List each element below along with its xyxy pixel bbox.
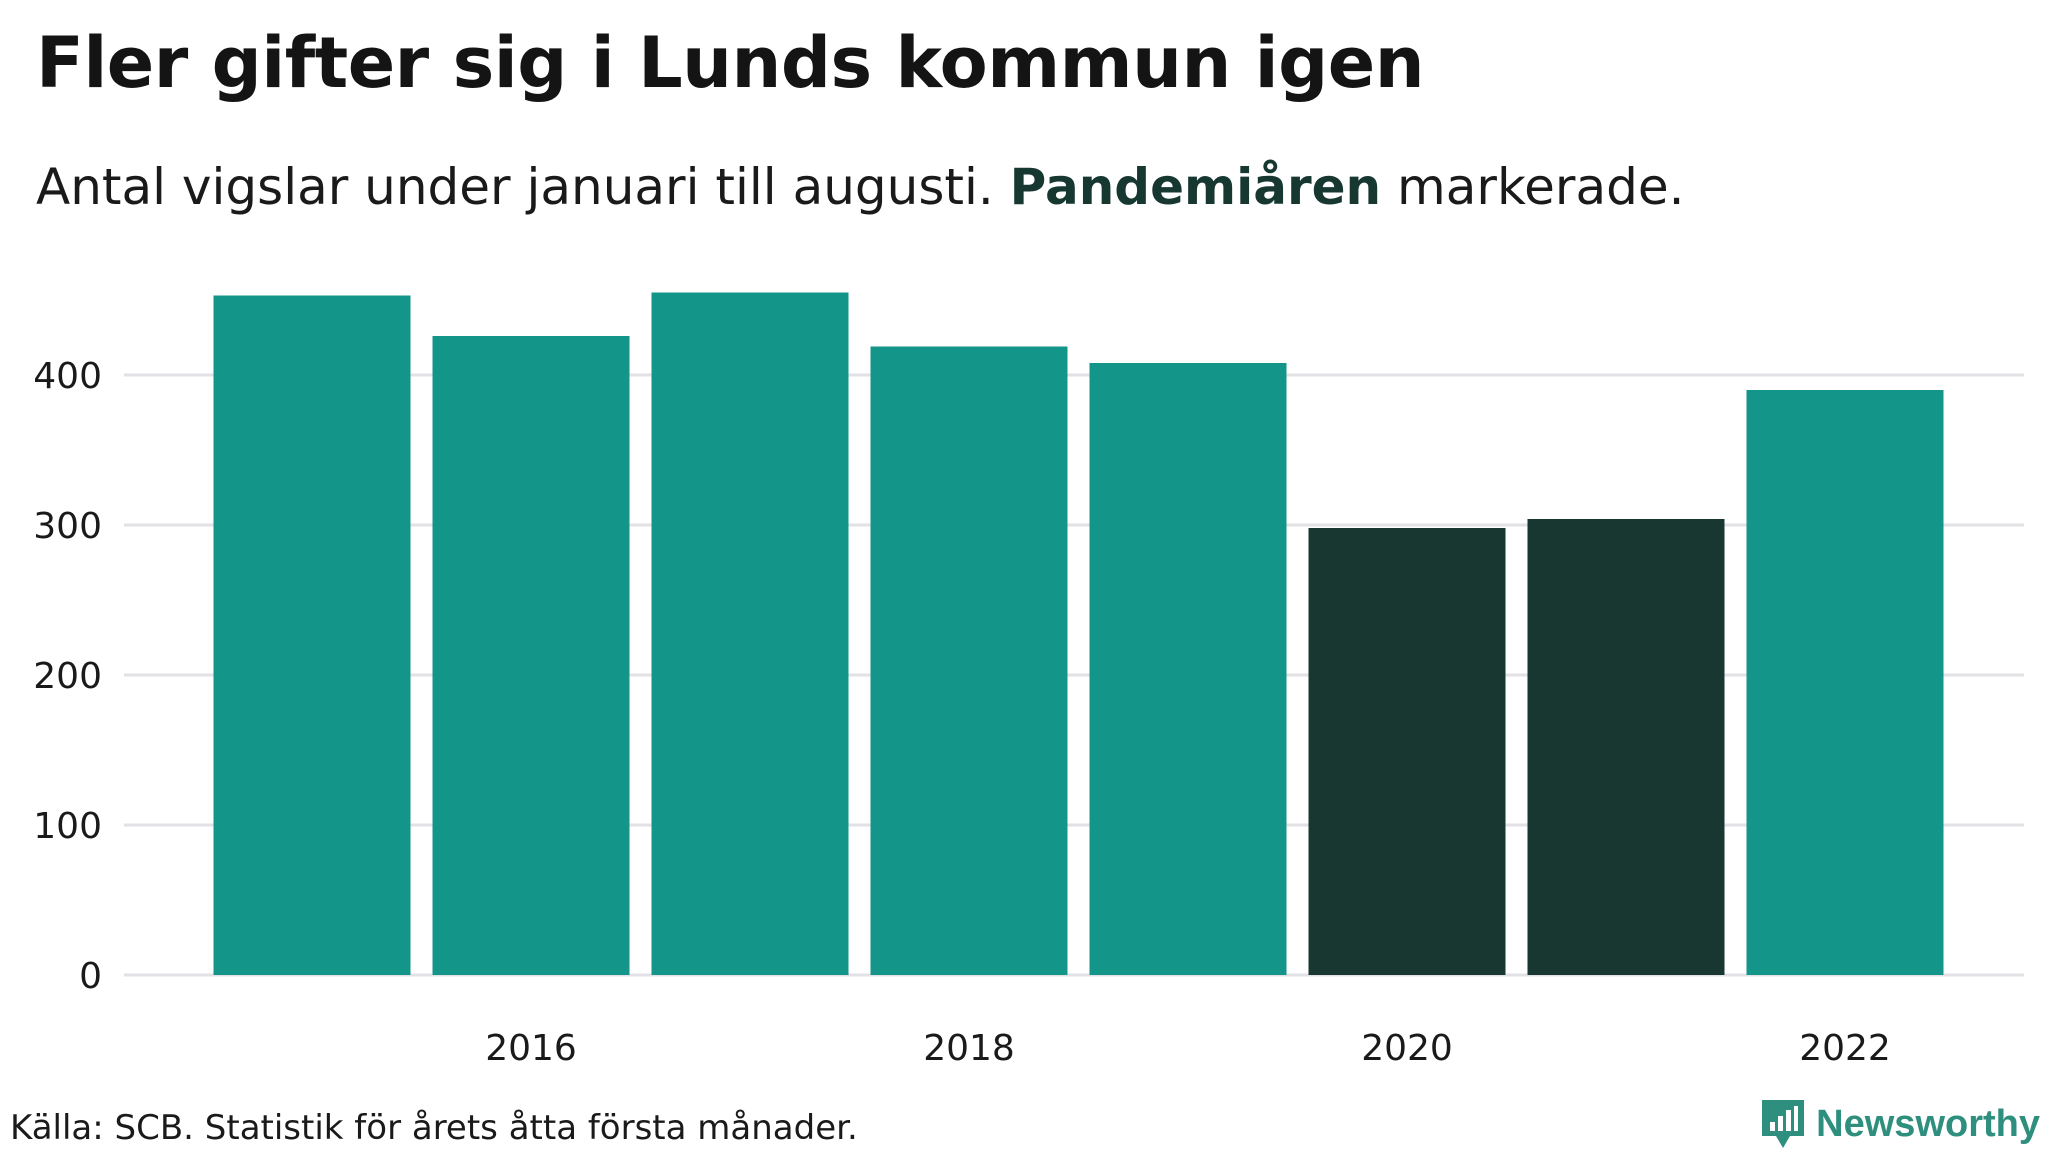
source-note: Källa: SCB. Statistik för årets åtta för… [10,1108,858,1148]
subtitle-highlight: Pandemiåren [1009,158,1382,216]
x-tick-label: 2018 [923,1028,1015,1069]
subtitle-text: Antal vigslar under januari till augusti… [36,158,1010,216]
bar-2017 [651,292,849,975]
y-tick-label: 300 [33,506,102,547]
y-tick-label: 0 [79,956,102,997]
bar-2021 [1527,519,1725,975]
bar-2018 [870,346,1068,975]
newsworthy-logo-icon [1762,1100,1805,1148]
bar-2022 [1746,390,1944,975]
bar-2016 [432,336,630,975]
bar-2019 [1089,363,1287,975]
x-tick-label: 2022 [1799,1028,1891,1069]
x-tick-label: 2020 [1361,1028,1453,1069]
chart-title: Fler gifter sig i Lunds kommun igen [36,22,1425,104]
bar-chart: 0 100 200 300 400 2016 2018 2020 2022 [33,292,2024,1069]
subtitle-text-end: markerade. [1381,158,1685,216]
newsworthy-logo: Newsworthy [1760,1098,2040,1150]
y-tick-label: 200 [33,656,102,697]
y-tick-label: 100 [33,806,102,847]
y-tick-label: 400 [33,356,102,397]
bar-2015 [213,295,411,975]
chart-subtitle: Antal vigslar under januari till augusti… [36,158,1684,216]
x-tick-label: 2016 [485,1028,577,1069]
bar-2020 [1308,528,1506,975]
brand-name: Newsworthy [1816,1102,2040,1145]
